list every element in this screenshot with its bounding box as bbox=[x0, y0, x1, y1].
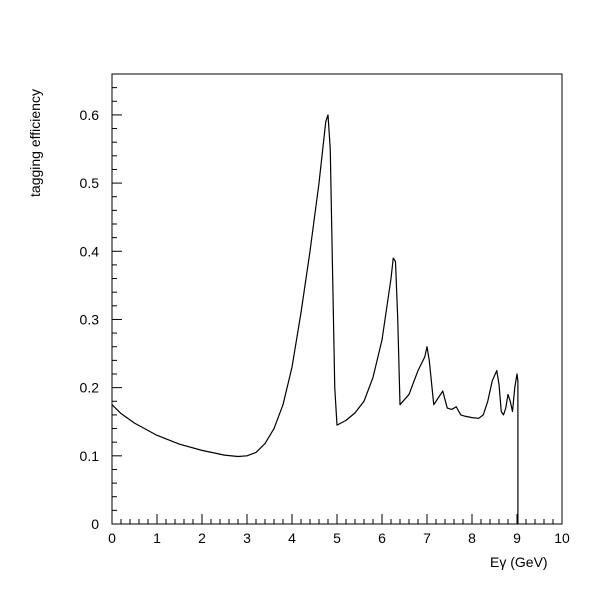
x-tick-label: 0 bbox=[108, 530, 116, 546]
x-tick-label: 5 bbox=[333, 530, 341, 546]
x-tick-label: 6 bbox=[378, 530, 386, 546]
y-tick-label: 0.5 bbox=[80, 175, 100, 191]
x-tick-label: 3 bbox=[243, 530, 251, 546]
plot-frame bbox=[111, 73, 563, 525]
y-tick-label: 0 bbox=[91, 516, 99, 532]
x-tick-label: 4 bbox=[288, 530, 296, 546]
x-tick-label: 1 bbox=[153, 530, 161, 546]
y-tick-label: 0.1 bbox=[80, 448, 100, 464]
x-tick-label: 2 bbox=[198, 530, 206, 546]
y-tick-label: 0.4 bbox=[80, 243, 100, 259]
series-line bbox=[111, 114, 519, 524]
y-tick-label: 0.6 bbox=[80, 107, 100, 123]
y-tick-label: 0.2 bbox=[80, 380, 100, 396]
x-tick-label: 9 bbox=[513, 530, 521, 546]
x-tick-label: 8 bbox=[468, 530, 476, 546]
x-tick-label: 7 bbox=[423, 530, 431, 546]
x-tick-label: 10 bbox=[554, 530, 570, 546]
y-axis-label: tagging efficiency bbox=[27, 89, 43, 197]
y-tick-label: 0.3 bbox=[80, 311, 100, 327]
x-axis-label: Eγ (GeV) bbox=[490, 554, 548, 570]
